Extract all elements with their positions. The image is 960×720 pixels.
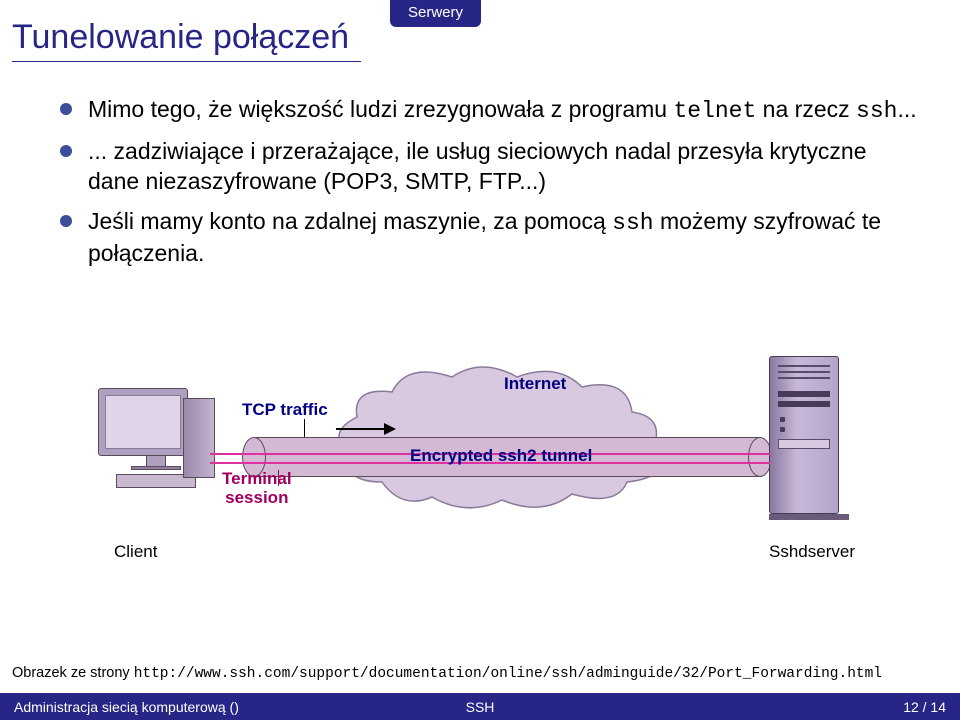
tcp-traffic-label: TCP traffic — [242, 400, 328, 420]
bullet-icon — [60, 215, 72, 227]
server-label: Sshdserver — [769, 542, 855, 562]
slide-footer: Administracja siecią komputerową () SSH … — [0, 693, 960, 720]
bullet-list: Mimo tego, że większość ludzi zrezygnowa… — [60, 95, 920, 278]
server-icon — [769, 356, 849, 531]
image-caption: Obrazek ze strony http://www.ssh.com/sup… — [12, 665, 882, 682]
connector-line — [278, 470, 279, 486]
client-label: Client — [114, 542, 157, 562]
bullet-icon — [60, 145, 72, 157]
bullet-text: Jeśli mamy konto na zdalnej maszynie, za… — [88, 207, 920, 269]
client-computer-icon — [98, 388, 213, 528]
footer-center: SSH — [466, 699, 495, 715]
bullet-item: Mimo tego, że większość ludzi zrezygnowa… — [60, 95, 920, 127]
bullet-text: ... zadziwiające i przerażające, ile usł… — [88, 137, 920, 197]
footer-page-number: 12 / 14 — [494, 699, 960, 715]
tcp-arrow-icon — [334, 419, 398, 439]
connector-line — [304, 419, 305, 439]
slide-title: Tunelowanie połączeń — [12, 18, 361, 62]
tunnel-label: Encrypted ssh2 tunnel — [410, 446, 592, 466]
bullet-item: ... zadziwiające i przerażające, ile usł… — [60, 137, 920, 197]
internet-label: Internet — [504, 374, 566, 394]
footer-left: Administracja siecią komputerową () — [0, 699, 466, 715]
tunnel-diagram: Internet TCP traffic Encrypted ssh2 tunn… — [94, 352, 869, 602]
bullet-icon — [60, 103, 72, 115]
bullet-text: Mimo tego, że większość ludzi zrezygnowa… — [88, 95, 917, 127]
bullet-item: Jeśli mamy konto na zdalnej maszynie, za… — [60, 207, 920, 269]
terminal-session-label: Terminal session — [222, 470, 292, 507]
section-tab: Serwery — [390, 0, 481, 27]
